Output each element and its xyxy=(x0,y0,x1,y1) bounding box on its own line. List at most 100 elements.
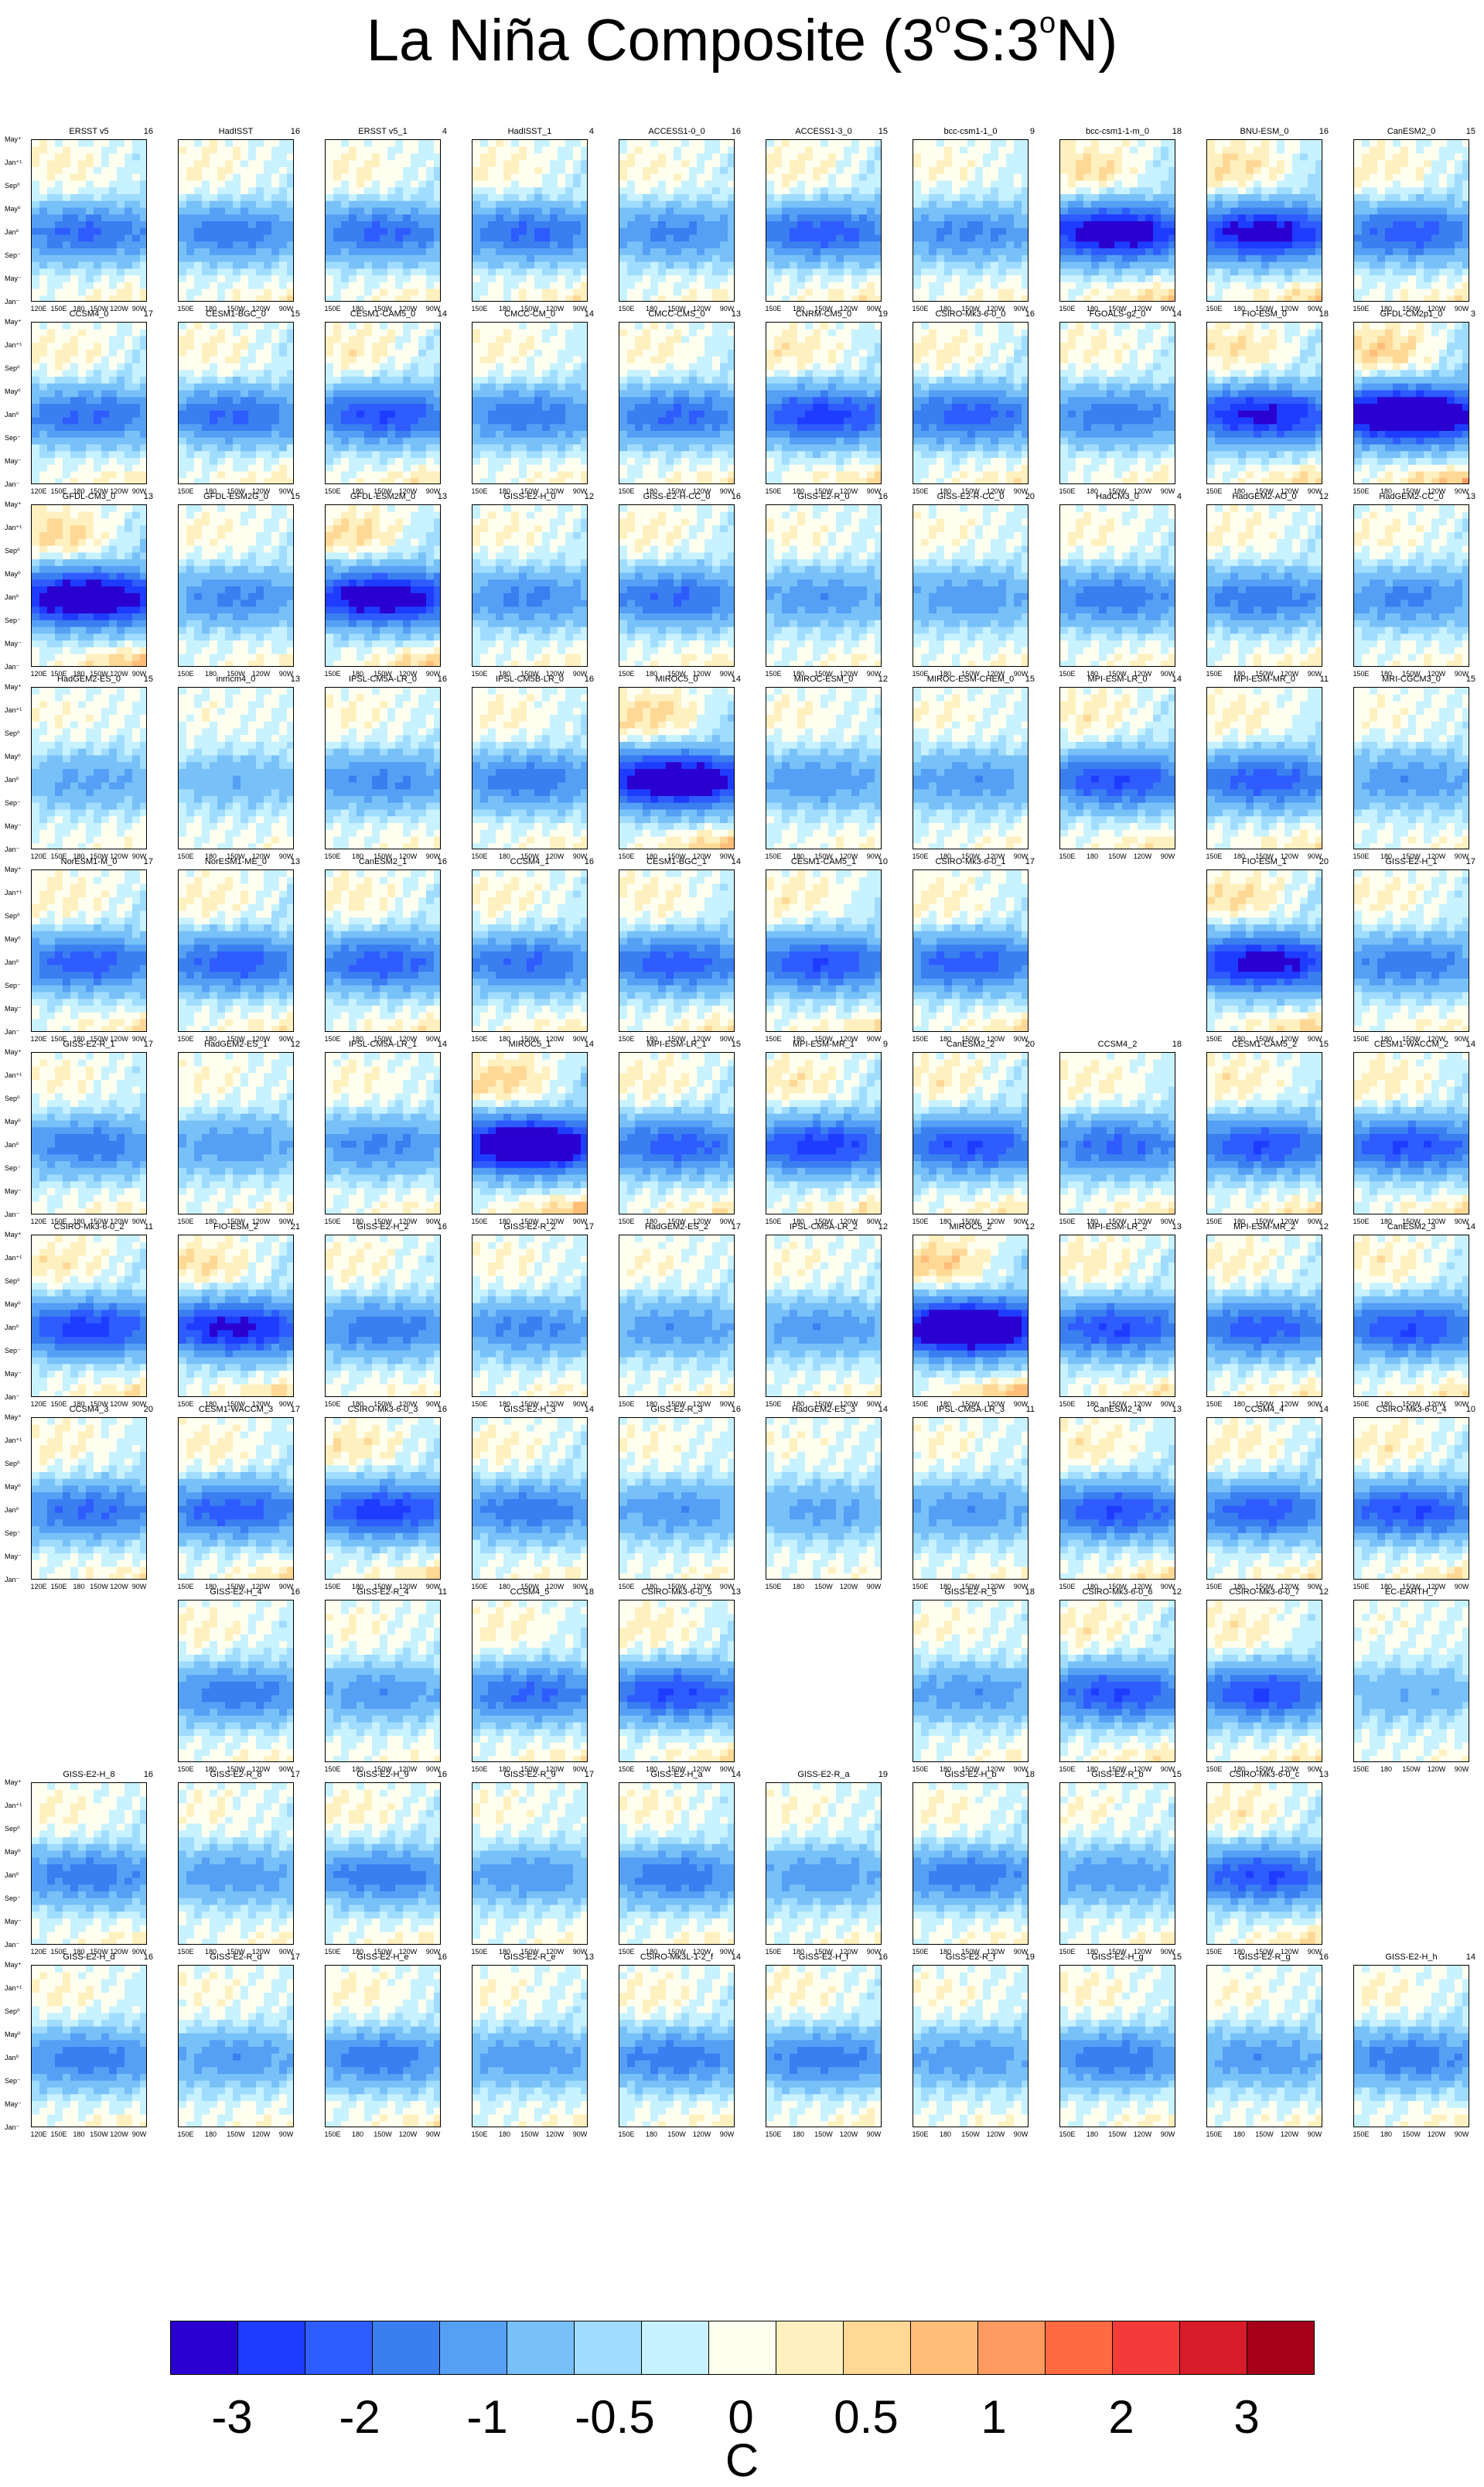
model-panel: CCSM4_5 18 150E 180 150W 120W 90W xyxy=(471,1587,594,1773)
colorbar-tick-label: -0.5 xyxy=(575,2390,654,2444)
x-tick-label: 90W xyxy=(279,1035,294,1043)
y-tick-label: May⁰ xyxy=(5,388,21,395)
panel-event-count: 17 xyxy=(144,857,153,866)
model-panel: GISS-E2-H_3 14 150E 180 150W 120W 90W xyxy=(471,1405,594,1590)
x-tick-label: 150E xyxy=(324,852,340,860)
x-tick-label: 150E xyxy=(177,1583,193,1590)
x-tick-label: 150E xyxy=(1353,1583,1369,1590)
x-tick-label: 120W xyxy=(1428,1035,1446,1043)
x-tick-label: 150W xyxy=(1108,670,1127,678)
x-tick-label: 90W xyxy=(1455,670,1469,678)
y-tick-label: May⁰ xyxy=(5,1483,21,1491)
model-panel: GFDL-CM2p1_0 3 150E 180 150W 120W 90W xyxy=(1353,309,1475,495)
hovmoller-plot xyxy=(619,869,735,1032)
x-tick-label: 90W xyxy=(1308,1400,1322,1408)
x-tick-label: 90W xyxy=(1161,2130,1175,2138)
hovmoller-plot xyxy=(766,869,882,1032)
x-tick-label: 180 xyxy=(940,1583,951,1590)
x-tick-label: 120E xyxy=(30,852,46,860)
x-tick-label: 150W xyxy=(961,305,980,313)
panel-event-count: 17 xyxy=(585,1222,594,1232)
model-panel: GISS-E2-R_d 17 150E 180 150W 120W 90W xyxy=(177,1952,300,2138)
x-tick-label: 120W xyxy=(252,1583,271,1590)
panel-event-count: 14 xyxy=(585,309,594,319)
panel-event-count: 13 xyxy=(291,857,300,866)
x-tick-label: 90W xyxy=(720,1583,735,1590)
hovmoller-plot xyxy=(766,1052,882,1214)
hovmoller-plot xyxy=(1353,322,1469,484)
panel-title: MIROC5_0 xyxy=(619,675,735,684)
x-tick-label: 150W xyxy=(667,305,686,313)
panel-title: GISS-E2-H_g xyxy=(1059,1952,1175,1962)
x-tick-label: 150W xyxy=(1255,1948,1274,1956)
x-tick-label: 150E xyxy=(912,852,928,860)
hovmoller-plot xyxy=(1059,1417,1175,1580)
hovmoller-plot xyxy=(1206,1417,1322,1580)
panel-event-count: 17 xyxy=(144,1040,153,1049)
x-tick-label: 150E xyxy=(1206,487,1222,495)
panel-title: CESM1-CAM5_1 xyxy=(766,857,882,866)
y-tick-label: Jan⁺¹ xyxy=(5,1254,22,1262)
hovmoller-plot xyxy=(178,139,294,302)
x-tick-label: 120W xyxy=(399,670,418,678)
x-tick-label: 180 xyxy=(1380,1218,1392,1225)
y-tick-label: Jan⁻ xyxy=(5,663,19,671)
hovmoller-plot xyxy=(1353,1417,1469,1580)
y-tick-label: May⁻ xyxy=(5,1370,22,1378)
x-tick-label: 90W xyxy=(720,1218,735,1225)
hovmoller-plot xyxy=(913,1782,1029,1945)
model-panel: GISS-E2-H_h 14 150E 180 150W 120W 90W xyxy=(1353,1952,1475,2138)
x-tick-label: 180 xyxy=(499,1765,510,1773)
panel-title: GISS-E2-H_2 xyxy=(325,1222,441,1232)
hovmoller-plot xyxy=(1353,1235,1469,1397)
panel-event-count: 13 xyxy=(1172,1405,1182,1414)
colorbar-tick-label: 0 xyxy=(728,2390,753,2444)
y-tick-label: Jan⁺¹ xyxy=(5,889,22,897)
x-tick-label: 180 xyxy=(646,487,657,495)
x-tick-label: 120E xyxy=(30,670,46,678)
panel-event-count: 16 xyxy=(1319,1952,1329,1962)
panel-event-count: 16 xyxy=(144,127,153,136)
panel-event-count: 16 xyxy=(291,1587,300,1597)
x-tick-label: 180 xyxy=(205,1765,217,1773)
hovmoller-plot xyxy=(472,687,588,849)
panel-title: ACCESS1-3_0 xyxy=(766,127,882,136)
x-tick-label: 90W xyxy=(1014,1400,1029,1408)
model-panel: GISS-E2-H-CC_0 16 150E 180 150W 120W 90W xyxy=(618,492,741,678)
x-tick-label: 120W xyxy=(1428,1218,1446,1225)
panel-event-count: 15 xyxy=(1319,1040,1329,1049)
x-tick-label: 150E xyxy=(912,1035,928,1043)
x-tick-label: 120W xyxy=(1134,487,1152,495)
x-tick-label: 150W xyxy=(227,2130,245,2138)
hovmoller-plot xyxy=(472,504,588,667)
panel-event-count: 16 xyxy=(144,1952,153,1962)
x-tick-label: 150W xyxy=(961,1400,980,1408)
panel-event-count: 10 xyxy=(1466,1405,1475,1414)
hovmoller-plot xyxy=(31,504,147,667)
x-tick-label: 180 xyxy=(352,2130,363,2138)
panel-event-count: 15 xyxy=(1172,1952,1182,1962)
x-tick-label: 150W xyxy=(667,670,686,678)
x-tick-label: 150W xyxy=(1255,1765,1274,1773)
x-tick-label: 90W xyxy=(1161,1583,1175,1590)
x-tick-label: 180 xyxy=(499,1583,510,1590)
panel-event-count: 13 xyxy=(732,1587,741,1597)
panel-title: CSIRO-Mk3L-1-2_f xyxy=(619,1952,735,1962)
x-tick-label: 90W xyxy=(1161,670,1175,678)
panel-title: HadGEM2-ES_3 xyxy=(766,1405,882,1414)
panel-event-count: 13 xyxy=(1319,1770,1329,1779)
hovmoller-plot xyxy=(766,1417,882,1580)
x-tick-label: 150E xyxy=(1353,1218,1369,1225)
y-tick-label: Sep⁰ xyxy=(5,1095,20,1102)
x-tick-label: 120W xyxy=(987,1765,1005,1773)
model-panel: CSIRO-Mk3-6-0_2 11 May⁺ Jan⁺¹ Sep⁰ May⁰ Jan⁰ Se… xyxy=(5,1222,153,1408)
y-tick-label: May⁰ xyxy=(5,570,21,578)
panel-event-count: 18 xyxy=(1025,1770,1035,1779)
panel-title: GISS-E2-H_d xyxy=(31,1952,147,1962)
x-tick-label: 120E xyxy=(30,305,46,313)
panel-event-count: 16 xyxy=(878,1952,888,1962)
x-tick-label: 150E xyxy=(912,1948,928,1956)
hovmoller-plot xyxy=(178,1782,294,1945)
x-tick-label: 150E xyxy=(1206,670,1222,678)
x-tick-label: 90W xyxy=(1161,305,1175,313)
